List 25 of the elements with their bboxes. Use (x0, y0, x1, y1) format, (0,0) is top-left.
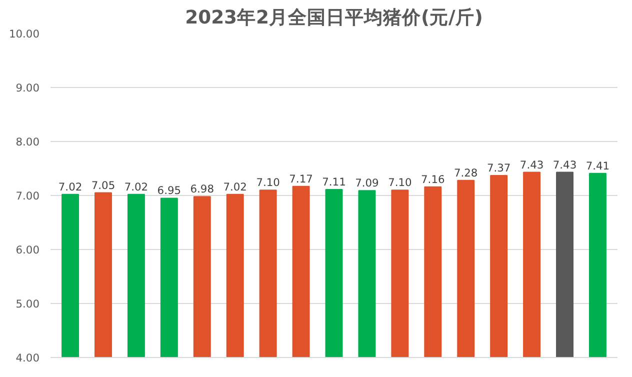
data-label: 7.41 (586, 159, 610, 172)
data-label: 6.98 (190, 182, 214, 196)
data-label: 7.43 (520, 158, 544, 172)
data-label: 7.16 (421, 172, 445, 186)
data-label: 7.02 (58, 180, 82, 194)
data-label: 7.37 (486, 162, 511, 175)
data-label: 7.02 (124, 180, 148, 194)
y-tick-label: 9.00 (16, 82, 40, 94)
data-label: 7.09 (355, 176, 380, 190)
data-label: 7.10 (256, 176, 280, 190)
y-tick-label: 10.00 (8, 28, 40, 40)
chart-title: 2023年2月全国日平均猪价(元/斤) (185, 6, 483, 28)
y-tick-label: 6.00 (16, 244, 40, 256)
data-label: 6.95 (157, 184, 182, 198)
y-tick-label: 4.00 (16, 352, 40, 364)
data-label: 7.43 (552, 158, 577, 172)
y-tick-label: 7.00 (16, 190, 40, 202)
y-tick-label: 5.00 (16, 298, 40, 310)
data-label: 7.11 (322, 176, 346, 189)
data-label: 7.05 (91, 178, 116, 192)
data-label: 7.02 (223, 180, 247, 194)
data-label: 7.10 (388, 176, 412, 190)
data-label: 7.28 (454, 166, 478, 180)
data-label: 7.17 (289, 172, 313, 186)
y-tick-label: 8.00 (16, 136, 40, 148)
